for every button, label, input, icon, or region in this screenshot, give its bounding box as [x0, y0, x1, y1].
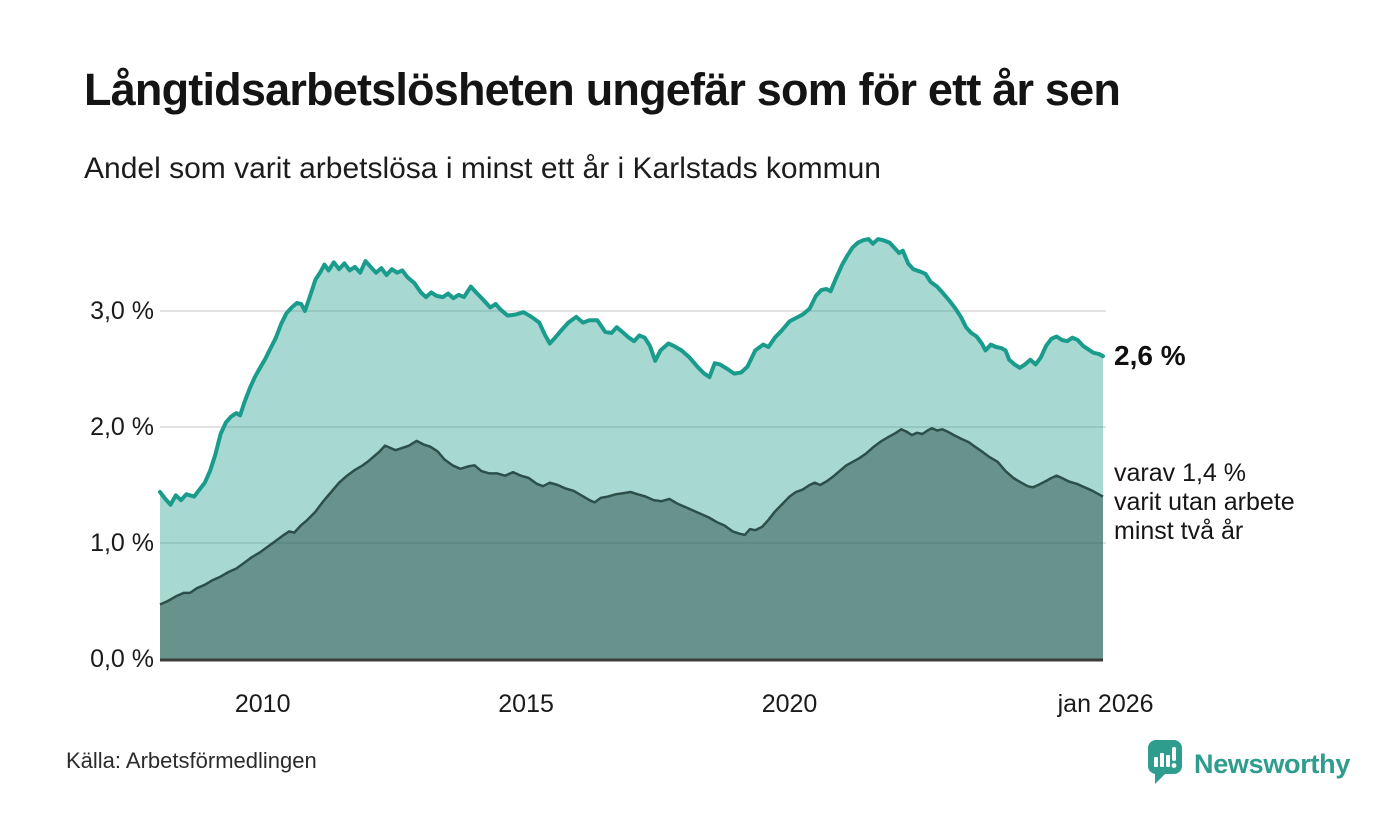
- y-axis-tick-label: 3,0 %: [90, 297, 154, 325]
- x-axis-tick-label: 2020: [761, 690, 818, 718]
- end-label-secondary-line1: varav 1,4 %: [1114, 458, 1247, 487]
- page-subtitle: Andel som varit arbetslösa i minst ett å…: [84, 152, 881, 185]
- line-minst-ett-ar: [158, 237, 1105, 507]
- page-title: Långtidsarbetslösheten ungefär som för e…: [84, 64, 1121, 115]
- y-axis-tick-label: 1,0 %: [90, 529, 154, 557]
- newsworthy-brand: Newsworthy: [1146, 738, 1350, 791]
- area-minst-ett-ar: [160, 239, 1103, 659]
- end-label-secondary-line3: minst två år: [1114, 516, 1244, 545]
- source-attribution: Källa: Arbetsförmedlingen: [66, 748, 317, 773]
- line-minst-tva-ar: [159, 426, 1104, 606]
- y-axis-tick-label: 2,0 %: [90, 413, 154, 441]
- area-minst-tva-ar: [160, 428, 1103, 659]
- end-label-secondary-line2: varit utan arbete: [1114, 487, 1295, 516]
- newsworthy-logo-icon: [1146, 738, 1184, 791]
- x-axis-tick-label: 2015: [498, 690, 554, 718]
- x-axis-tick-label: 2010: [234, 690, 291, 718]
- y-axis-tick-label: 0,0 %: [90, 645, 154, 673]
- end-label-secondary: varav 1,4 % varit utan arbete minst två …: [1114, 459, 1295, 546]
- newsworthy-brand-text: Newsworthy: [1194, 749, 1351, 779]
- end-label-primary: 2,6 %: [1114, 340, 1186, 372]
- x-axis-tick-label: jan 2026: [1057, 690, 1154, 718]
